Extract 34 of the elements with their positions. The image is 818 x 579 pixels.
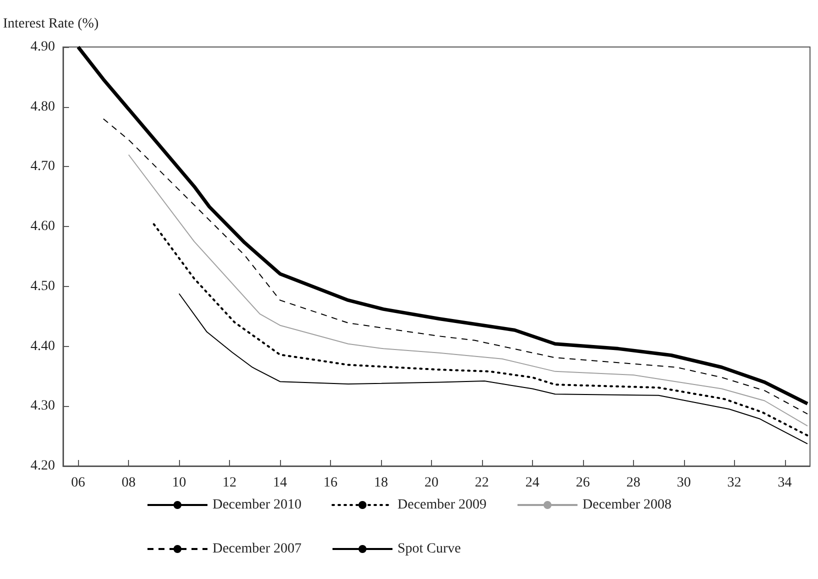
line-series xyxy=(76,45,810,406)
x-tick-label: 16 xyxy=(324,476,338,490)
x-tick-label: 26 xyxy=(576,476,590,490)
x-tick-label: 10 xyxy=(172,476,186,490)
x-tick-label: 08 xyxy=(122,476,136,490)
legend-label: Spot Curve xyxy=(397,542,461,556)
line-series xyxy=(152,223,808,436)
legend-label: December 2007 xyxy=(212,542,302,556)
y-tick-label: 4.70 xyxy=(30,159,55,174)
y-tick-label: 4.30 xyxy=(30,398,55,414)
y-tick-label: 4.60 xyxy=(30,219,55,234)
y-tick-label: 4.90 xyxy=(30,40,55,54)
x-tick-label: 30 xyxy=(676,476,691,490)
x-tick-label: 20 xyxy=(424,476,438,490)
x-tick-label: 28 xyxy=(626,476,640,490)
y-axis-title: Interest Rate (%) xyxy=(3,16,99,32)
x-tick-label: 06 xyxy=(71,476,86,490)
x-tick-label: 24 xyxy=(525,476,540,490)
legend-label: December 2010 xyxy=(212,498,302,512)
x-tick-label: 14 xyxy=(273,476,288,490)
y-tick-label: 4.50 xyxy=(30,278,55,294)
y-tick-label: 4.80 xyxy=(30,99,55,114)
line-series xyxy=(178,293,808,444)
y-tick-label: 4.40 xyxy=(30,338,55,354)
legend-label: December 2008 xyxy=(582,498,672,512)
x-tick-label: 32 xyxy=(727,476,742,490)
x-tick-label: 22 xyxy=(474,476,489,490)
x-tick-label: 34 xyxy=(778,476,792,490)
legend-label: December 2009 xyxy=(397,498,487,512)
x-tick-label: 18 xyxy=(374,476,388,490)
line-series xyxy=(102,118,808,414)
x-tick-label: 12 xyxy=(222,476,237,490)
y-tick-label: 4.20 xyxy=(30,458,55,474)
line-series xyxy=(128,154,808,426)
